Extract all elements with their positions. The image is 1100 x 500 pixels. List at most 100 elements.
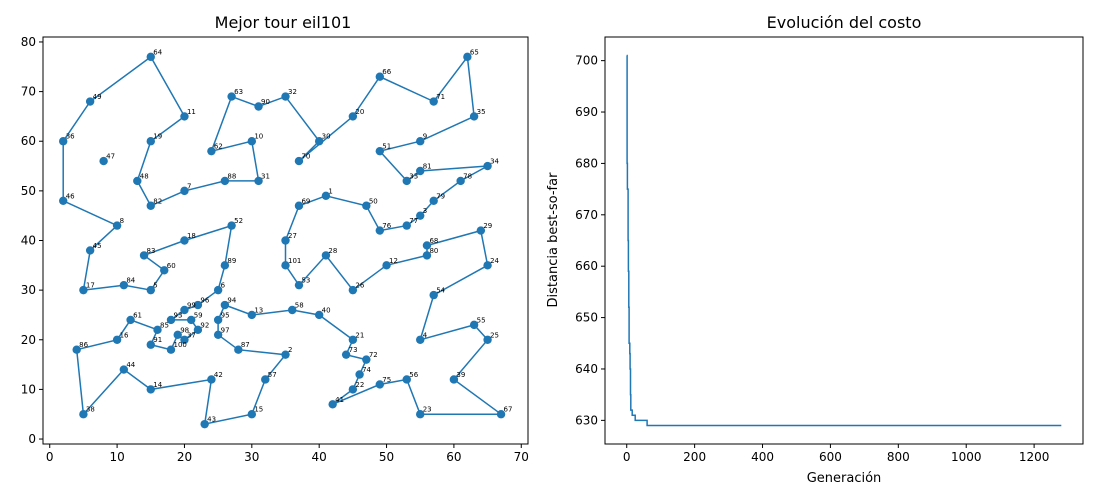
city-point (281, 261, 290, 270)
tour-y-tick-label: 0 (28, 432, 36, 446)
city-label: 30 (322, 133, 331, 141)
city-label: 46 (66, 192, 75, 200)
city-point (348, 335, 358, 344)
city-point (119, 365, 129, 374)
city-label: 81 (423, 163, 432, 171)
city-point (321, 251, 331, 260)
city-point (220, 176, 230, 186)
city-point (341, 350, 351, 359)
city-point (416, 211, 425, 220)
city-label: 41 (335, 396, 344, 404)
cost-x-tick-label: 1200 (1019, 450, 1050, 464)
city-label: 59 (194, 311, 203, 319)
city-point (153, 325, 162, 335)
tour-y-tick-label: 60 (21, 134, 36, 148)
city-point (254, 102, 263, 111)
city-label: 4 (423, 331, 428, 339)
city-point (429, 290, 438, 300)
cost-y-axis-title: Distancia best-so-far (546, 172, 561, 308)
city-label: 48 (140, 172, 149, 180)
city-label: 40 (322, 306, 331, 314)
cost-chart: Evolución del costo 0 200 400 600 800 1000 120… (546, 13, 1084, 486)
city-label: 93 (173, 311, 182, 319)
tour-y-tick-label: 10 (21, 382, 36, 396)
cost-y-tick-label: 690 (575, 105, 598, 119)
tour-y-tick-label: 80 (21, 35, 36, 49)
city-label: 1 (328, 187, 332, 195)
city-label: 99 (187, 301, 196, 309)
city-label: 6 (221, 282, 226, 290)
cost-y-tick-label: 700 (575, 54, 598, 68)
city-point (422, 241, 432, 250)
tour-y-tick-label: 30 (21, 283, 36, 297)
city-label: 77 (409, 217, 418, 225)
city-point (314, 137, 324, 146)
city-point (314, 310, 324, 320)
city-label: 85 (160, 321, 169, 329)
city-point (227, 221, 236, 230)
city-point (180, 305, 189, 315)
city-label: 78 (463, 172, 472, 180)
city-point (180, 112, 189, 121)
city-point (382, 261, 391, 270)
city-label: 26 (355, 282, 364, 290)
tour-x-tick-label: 50 (379, 450, 394, 464)
tour-x-tick-label: 20 (177, 450, 192, 464)
city-label: 68 (429, 237, 438, 245)
city-label: 62 (214, 143, 223, 151)
city-label: 35 (477, 108, 486, 116)
city-label: 34 (490, 158, 499, 166)
city-label: 94 (227, 297, 236, 305)
city-point (180, 186, 189, 196)
city-point (375, 380, 385, 389)
city-label: 83 (147, 247, 156, 255)
city-point (59, 137, 68, 146)
city-label: 44 (126, 361, 135, 369)
city-label: 25 (490, 331, 499, 339)
city-point (59, 196, 68, 205)
tour-plot-frame (42, 36, 529, 445)
city-label: 22 (355, 381, 364, 389)
city-point (160, 266, 169, 275)
cost-x-tick-label: 800 (887, 450, 910, 464)
city-point (416, 335, 425, 344)
city-point (85, 246, 95, 255)
tour-y-tick-label: 20 (21, 333, 36, 347)
city-point (362, 355, 371, 364)
city-label: 8 (120, 217, 124, 225)
city-point (294, 280, 304, 290)
cost-y-tick-label: 630 (575, 413, 598, 427)
city-point (112, 221, 122, 230)
cost-y-tick-label: 670 (575, 208, 598, 222)
city-label: 23 (423, 406, 432, 414)
city-point (146, 137, 155, 146)
city-point (321, 191, 331, 201)
tour-chart-title: Mejor tour eil101 (215, 13, 352, 32)
city-point (146, 385, 155, 394)
city-point (294, 201, 304, 210)
tour-x-tick-label: 30 (244, 450, 259, 464)
city-point (456, 176, 465, 186)
cost-y-tick-label: 660 (575, 259, 598, 273)
city-point (476, 226, 486, 235)
tour-y-tick-label: 50 (21, 184, 36, 198)
city-label: 75 (382, 376, 391, 384)
city-point (281, 92, 290, 101)
city-label: 57 (268, 371, 277, 379)
city-label: 36 (66, 133, 75, 141)
city-label: 74 (362, 366, 371, 374)
cost-plot-frame (604, 36, 1084, 445)
city-point (355, 370, 364, 379)
cost-y-tick-label: 680 (575, 156, 598, 170)
city-label: 89 (227, 257, 236, 265)
city-point (402, 375, 411, 384)
tour-x-tick-label: 0 (46, 450, 54, 464)
city-label: 97 (221, 326, 230, 334)
city-label: 2 (288, 346, 292, 354)
city-label: 92 (200, 321, 209, 329)
city-point (72, 345, 81, 354)
city-label: 14 (153, 381, 162, 389)
city-point (483, 161, 492, 171)
city-label: 38 (86, 406, 95, 414)
city-point (416, 410, 425, 419)
